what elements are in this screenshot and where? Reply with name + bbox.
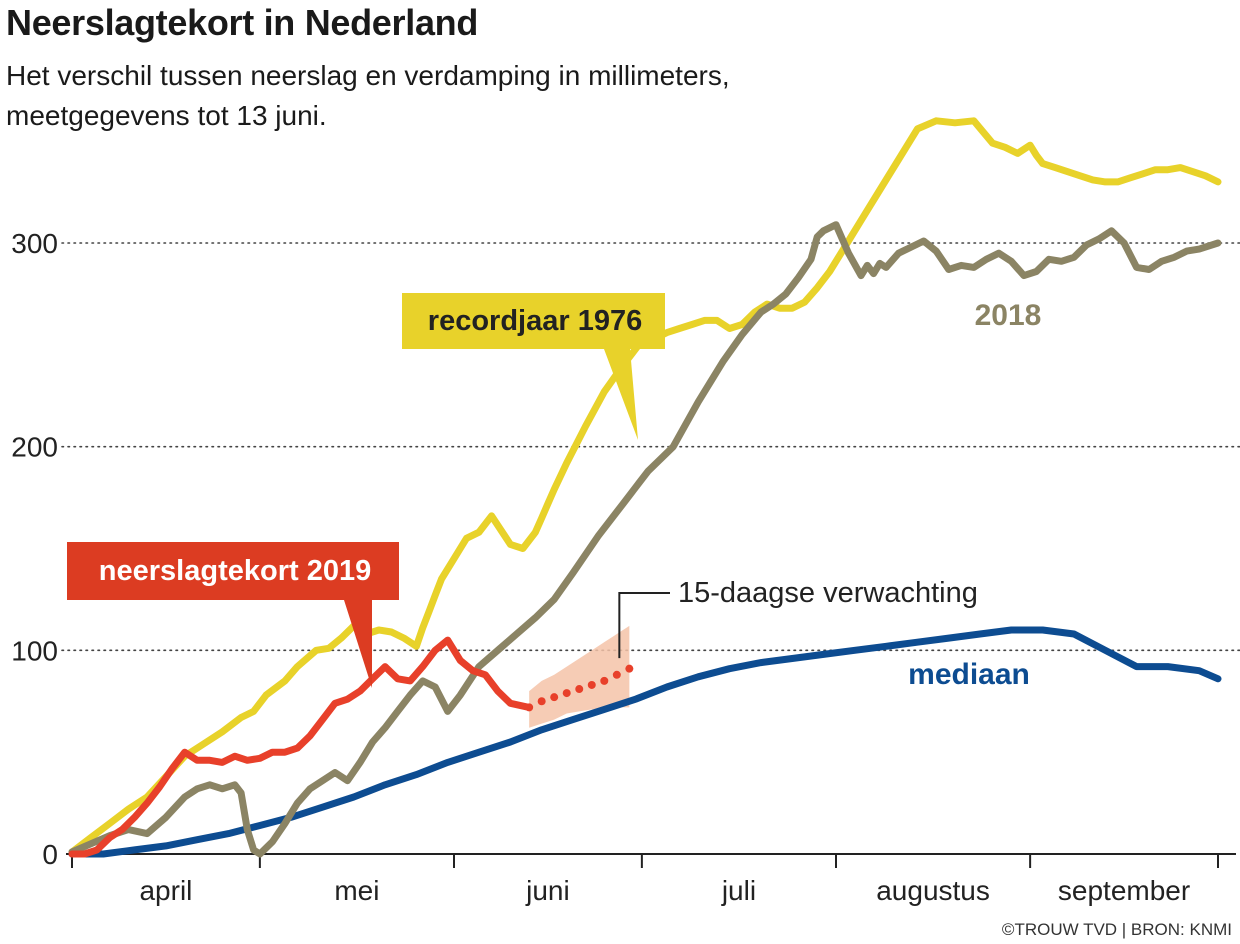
chart-title: Neerslagtekort in Nederland bbox=[6, 2, 479, 43]
forecast-point bbox=[562, 689, 571, 698]
forecast-point bbox=[550, 693, 559, 702]
forecast-leader bbox=[618, 592, 670, 659]
series-line-record1976 bbox=[68, 117, 1222, 856]
callout-2019-box bbox=[67, 542, 399, 688]
y-tick-label-300: 300 bbox=[11, 228, 58, 259]
forecast-point bbox=[600, 676, 609, 685]
y-tick-label-200: 200 bbox=[11, 432, 58, 463]
callout-1976-label: recordjaar 1976 bbox=[428, 305, 642, 337]
series-line-y2018 bbox=[68, 221, 1222, 858]
forecast-point bbox=[612, 670, 621, 679]
series-label-mediaan: mediaan bbox=[908, 658, 1030, 691]
y-tick-label-100: 100 bbox=[11, 635, 58, 666]
callout-2019-label: neerslagtekort 2019 bbox=[99, 555, 371, 587]
chart-subtitle: Het verschil tussen neerslag en verdampi… bbox=[6, 60, 730, 131]
forecast-point bbox=[587, 680, 596, 689]
forecast-band bbox=[529, 625, 630, 728]
series-line-mediaan bbox=[68, 626, 1222, 858]
series-line-y2019 bbox=[68, 636, 533, 858]
forecast-point bbox=[537, 697, 546, 706]
x-tick-label-mei: mei bbox=[334, 875, 379, 906]
forecast-point bbox=[575, 685, 584, 694]
y-tick-label-0: 0 bbox=[42, 839, 58, 870]
x-tick-label-juli: juli bbox=[721, 875, 756, 906]
forecast-point bbox=[625, 664, 634, 673]
x-tick-label-april: april bbox=[139, 875, 192, 906]
x-tick-label-juni: juni bbox=[525, 875, 570, 906]
callout-1976-box bbox=[402, 293, 665, 440]
forecast-label: 15-daagse verwachting bbox=[678, 577, 978, 609]
source-credit: ©TROUW TVD | BRON: KNMI bbox=[1001, 920, 1232, 939]
series-label-2018: 2018 bbox=[975, 299, 1042, 332]
x-tick-label-augustus: augustus bbox=[876, 875, 990, 906]
forecast-point bbox=[525, 703, 534, 712]
x-tick-label-september: september bbox=[1058, 875, 1190, 906]
